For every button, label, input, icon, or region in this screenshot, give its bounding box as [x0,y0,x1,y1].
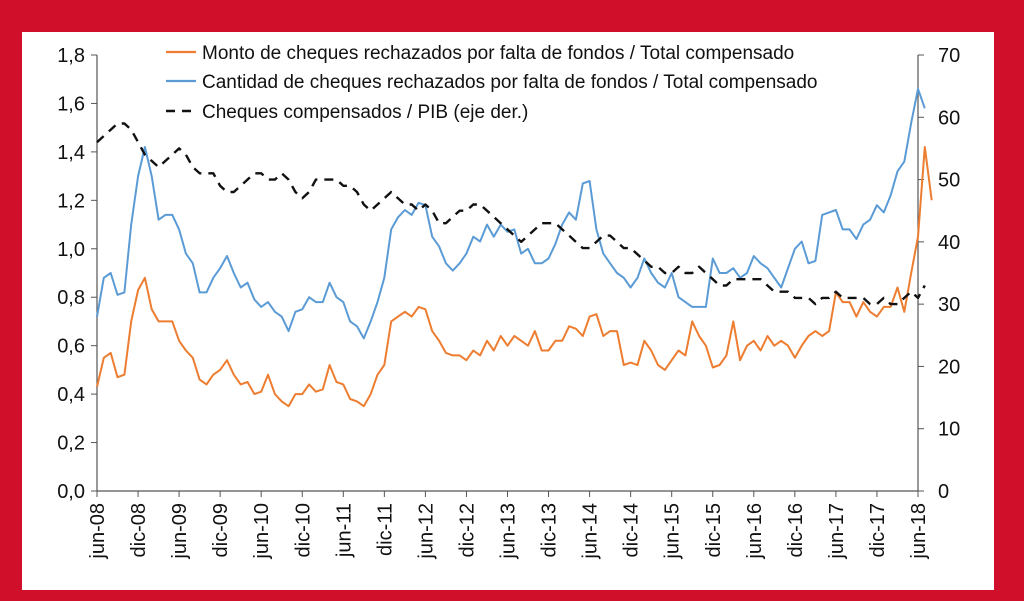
y-right-tick-label: 0 [938,481,949,503]
y-right-tick-label: 70 [938,45,960,67]
y-left-tick-label: 1,6 [57,93,85,115]
y-right-tick-label: 20 [938,356,960,378]
x-tick-label: jun-13 [498,503,520,560]
y-left-tick-label: 1,8 [57,45,85,67]
x-tick-label: jun-15 [662,503,684,560]
x-tick-label: dic-09 [210,503,232,557]
x-tick-label: jun-10 [251,503,273,560]
y-left-tick-label: 1,2 [57,190,85,212]
y-right-tick-label: 30 [938,294,960,316]
series-line-2 [96,87,926,340]
x-tick-label: dic-11 [374,503,396,556]
y-left-tick-label: 0,2 [57,433,85,455]
y-left-tick-label: 0,4 [57,384,85,406]
x-tick-label: dic-08 [128,503,150,557]
y-left-tick-label: 0,8 [57,287,85,309]
x-tick-label: dic-16 [785,503,807,557]
y-left-tick-label: 0,0 [57,481,85,503]
y-left-tick-label: 0,6 [57,336,85,358]
x-tick-label: jun-17 [826,503,848,560]
x-tick-label: dic-17 [867,503,889,557]
x-tick-label: jun-18 [908,503,930,560]
x-tick-label: jun-12 [415,503,437,560]
x-tick-label: jun-08 [87,503,109,560]
y-left-tick-label: 1,4 [57,142,85,164]
chart-panel: 0,0 0,2 0,4 0,6 0,8 1,0 1,2 1,4 1,6 1,8 0 10 20 30 40 5… [22,32,994,590]
x-tick-label: dic-13 [539,503,561,557]
y-left-tick-label: 1,0 [57,239,85,261]
x-tick-label: jun-09 [169,503,191,560]
x-tick-label: dic-12 [456,503,478,557]
x-tick-label: dic-10 [292,503,314,557]
x-tick-label: dic-15 [703,503,725,557]
legend-label-3: Cheques compensados / PIB (eje der.) [202,102,528,123]
series-line-1 [96,146,933,408]
y-right-tick-label: 50 [938,170,960,192]
line-chart: 0,0 0,2 0,4 0,6 0,8 1,0 1,2 1,4 1,6 1,8 0 10 20 30 40 5… [57,43,960,560]
x-tick-label: jun-14 [580,503,602,560]
x-tick-label: jun-16 [744,503,766,560]
y-right-tick-label: 10 [938,419,960,441]
legend-label-2: Cantidad de cheques rechazados por falta… [202,72,817,93]
series-line-3 [96,122,926,306]
x-tick-label: jun-11 [333,503,355,558]
x-tick-label: dic-14 [621,503,643,557]
y-right-tick-label: 60 [938,107,960,129]
y-right-tick-label: 40 [938,232,960,254]
legend-label-1: Monto de cheques rechazados por falta de… [202,43,794,64]
